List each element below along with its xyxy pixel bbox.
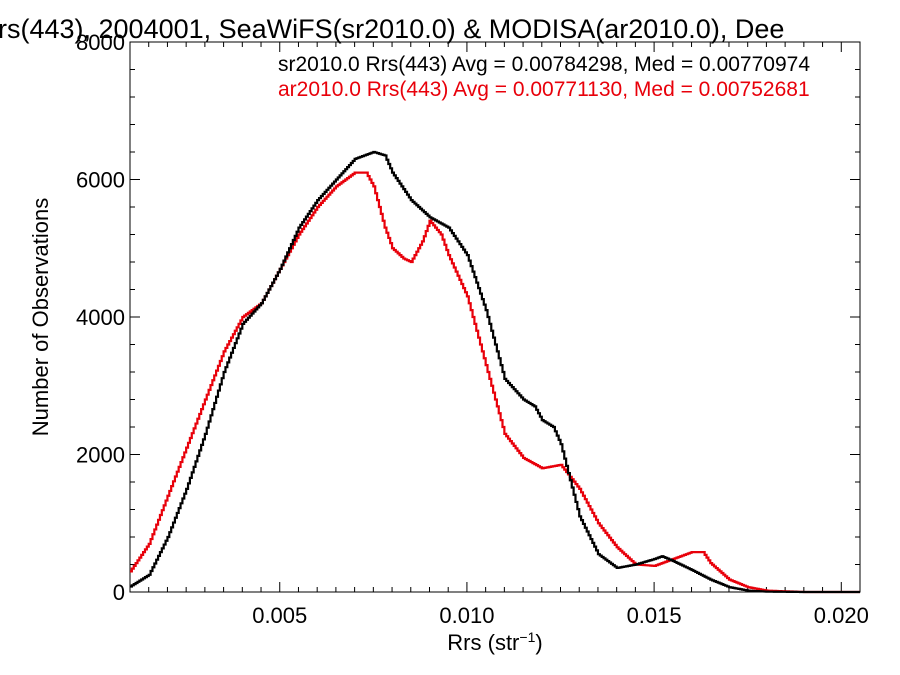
x-axis-label-main: Rrs (str — [447, 630, 519, 655]
x-axis: 0.005 0.010 0.015 0.020 — [129, 42, 869, 628]
legend: sr2010.0 Rrs(443) Avg = 0.00784298, Med … — [278, 53, 810, 101]
y-tick-label: 4000 — [76, 305, 125, 330]
legend-entry-sr2010: sr2010.0 Rrs(443) Avg = 0.00784298, Med … — [278, 53, 810, 76]
series-line-ar2010 — [130, 171, 860, 594]
series-layer — [130, 150, 860, 594]
x-tick-label: 0.015 — [627, 603, 682, 628]
legend-entry-ar2010: ar2010.0 Rrs(443) Avg = 0.00771130, Med … — [278, 78, 810, 101]
x-axis-label-superscript: −1 — [519, 629, 535, 645]
chart-title: rs(443), 2004001, SeaWiFS(sr2010.0) & MO… — [0, 14, 784, 44]
plot-frame — [129, 41, 861, 593]
y-axis-label: Number of Observations — [28, 198, 53, 436]
x-tick-label: 0.020 — [814, 603, 869, 628]
x-axis-label-tail: ) — [535, 630, 542, 655]
series-line-sr2010 — [130, 150, 860, 594]
y-tick-label: 2000 — [76, 443, 125, 468]
y-tick-label: 8000 — [76, 30, 125, 55]
y-tick-label: 0 — [113, 580, 125, 605]
x-tick-label: 0.010 — [439, 603, 494, 628]
y-tick-label: 6000 — [76, 168, 125, 193]
x-tick-label: 0.005 — [252, 603, 307, 628]
y-axis: 0 2000 4000 6000 8000 — [76, 30, 860, 605]
x-axis-label: Rrs (str−1) — [447, 629, 542, 655]
